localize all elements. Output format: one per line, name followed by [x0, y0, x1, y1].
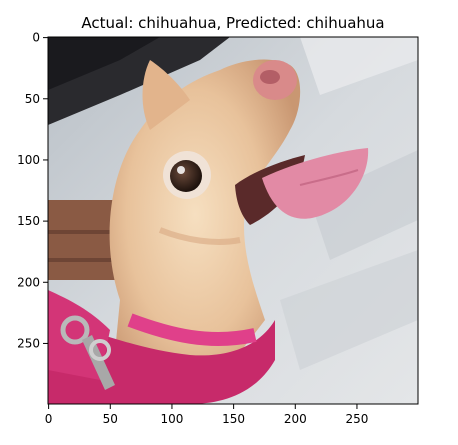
y-tick-label: 100	[17, 153, 40, 167]
y-tick-label: 250	[17, 336, 40, 350]
x-axis: 0 50 100 150 200 250	[45, 404, 368, 426]
plot-title: Actual: chihuahua, Predicted: chihuahua	[81, 14, 384, 32]
x-tick-label: 100	[160, 412, 183, 426]
dog-image	[48, 37, 418, 404]
x-tick-label: 0	[45, 412, 53, 426]
y-tick-label: 200	[17, 275, 40, 289]
x-tick-label: 250	[345, 412, 368, 426]
x-tick-label: 50	[103, 412, 118, 426]
y-tick-label: 0	[32, 31, 40, 45]
y-tick-label: 150	[17, 214, 40, 228]
y-axis: 0 50 100 150 200 250	[17, 31, 48, 350]
image-frame	[47, 36, 419, 405]
x-tick-label: 150	[222, 412, 245, 426]
y-tick-label: 50	[25, 92, 40, 106]
x-tick-label: 200	[284, 412, 307, 426]
